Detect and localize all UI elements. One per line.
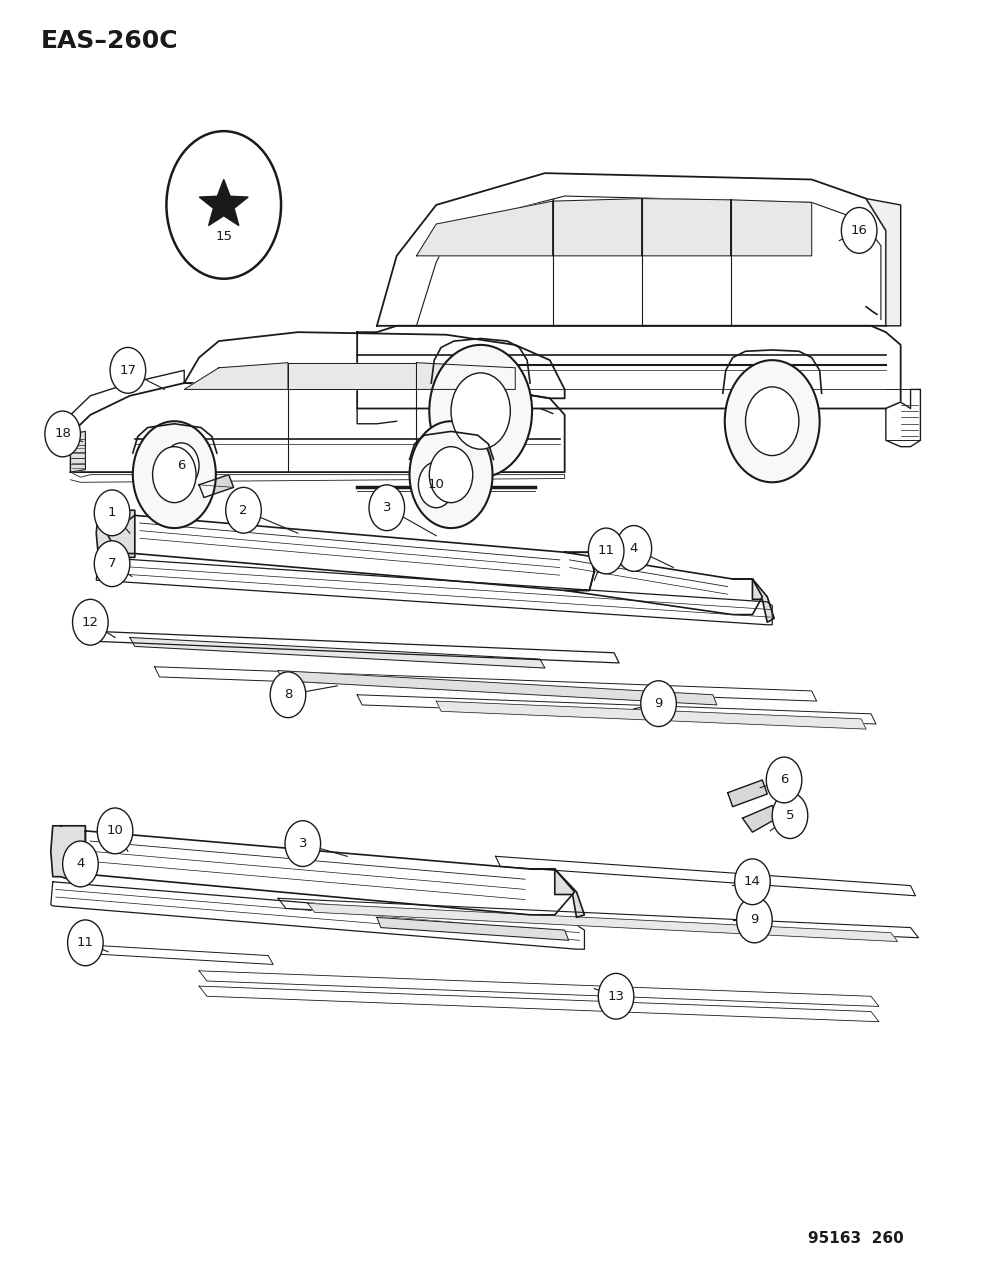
Circle shape [166, 131, 281, 279]
Circle shape [736, 898, 772, 942]
Circle shape [94, 490, 130, 536]
Circle shape [271, 672, 306, 718]
Circle shape [133, 421, 216, 528]
Polygon shape [416, 362, 515, 389]
Polygon shape [184, 362, 288, 389]
Circle shape [369, 484, 404, 530]
Text: 1: 1 [108, 506, 116, 519]
Circle shape [226, 487, 262, 533]
Polygon shape [70, 382, 565, 472]
Polygon shape [308, 904, 898, 941]
Polygon shape [70, 431, 85, 472]
Polygon shape [565, 552, 762, 615]
Circle shape [734, 859, 770, 905]
Text: 4: 4 [76, 858, 84, 871]
Text: 95163  260: 95163 260 [809, 1230, 904, 1246]
Text: 8: 8 [283, 688, 292, 701]
Text: 15: 15 [215, 231, 232, 244]
Circle shape [841, 208, 877, 254]
Polygon shape [90, 631, 619, 663]
Circle shape [724, 360, 820, 482]
Polygon shape [732, 579, 774, 622]
Polygon shape [278, 899, 919, 937]
Text: 11: 11 [598, 544, 614, 557]
Polygon shape [742, 806, 777, 833]
Circle shape [206, 214, 242, 260]
Text: 16: 16 [850, 224, 867, 237]
Circle shape [589, 528, 624, 574]
Circle shape [599, 973, 634, 1019]
Circle shape [429, 346, 532, 477]
Circle shape [616, 525, 652, 571]
Circle shape [766, 757, 802, 803]
Circle shape [45, 411, 80, 456]
Text: 17: 17 [119, 363, 137, 377]
Text: 13: 13 [607, 989, 624, 1002]
Polygon shape [730, 200, 812, 256]
Polygon shape [95, 945, 274, 964]
Polygon shape [530, 870, 585, 918]
Circle shape [745, 386, 799, 455]
Polygon shape [886, 389, 921, 446]
Text: 3: 3 [298, 838, 307, 850]
Polygon shape [377, 173, 886, 326]
Polygon shape [155, 667, 817, 701]
Polygon shape [96, 510, 135, 557]
Circle shape [451, 372, 510, 449]
Circle shape [429, 446, 473, 502]
Polygon shape [278, 671, 716, 705]
Circle shape [772, 793, 808, 839]
Circle shape [62, 842, 98, 887]
Text: 6: 6 [780, 774, 788, 787]
Text: 9: 9 [750, 913, 758, 927]
Text: 4: 4 [629, 542, 638, 555]
Text: 14: 14 [744, 875, 761, 889]
Polygon shape [288, 362, 416, 389]
Text: 6: 6 [177, 459, 185, 472]
Polygon shape [130, 638, 545, 668]
Polygon shape [357, 695, 876, 724]
Circle shape [409, 421, 493, 528]
Polygon shape [416, 201, 553, 256]
Text: 18: 18 [55, 427, 71, 440]
Polygon shape [377, 918, 569, 940]
Circle shape [641, 681, 676, 727]
Text: 12: 12 [82, 616, 99, 629]
Circle shape [97, 808, 133, 854]
Polygon shape [436, 701, 866, 729]
Text: 9: 9 [654, 697, 663, 710]
Circle shape [67, 921, 103, 965]
Circle shape [94, 541, 130, 587]
Circle shape [164, 442, 199, 488]
Polygon shape [496, 857, 916, 896]
Text: 10: 10 [107, 825, 124, 838]
Polygon shape [199, 970, 879, 1006]
Polygon shape [727, 780, 767, 807]
Circle shape [153, 446, 196, 502]
Circle shape [285, 821, 320, 867]
Polygon shape [199, 986, 879, 1021]
Polygon shape [553, 199, 642, 256]
Text: 7: 7 [108, 557, 116, 570]
Polygon shape [108, 515, 595, 590]
Polygon shape [51, 882, 585, 949]
Text: EAS–260C: EAS–260C [41, 29, 178, 54]
Circle shape [418, 462, 454, 507]
Text: 10: 10 [428, 478, 445, 491]
Polygon shape [51, 826, 85, 880]
Polygon shape [642, 199, 730, 256]
Text: 11: 11 [77, 936, 94, 950]
Polygon shape [199, 180, 248, 226]
Text: 2: 2 [239, 504, 248, 516]
Polygon shape [357, 326, 901, 408]
Circle shape [72, 599, 108, 645]
Text: 3: 3 [383, 501, 391, 514]
Polygon shape [184, 333, 565, 398]
Circle shape [110, 347, 146, 393]
Text: 5: 5 [786, 810, 794, 822]
Polygon shape [85, 831, 575, 915]
Polygon shape [96, 557, 772, 625]
Polygon shape [866, 199, 901, 326]
Polygon shape [199, 474, 234, 497]
